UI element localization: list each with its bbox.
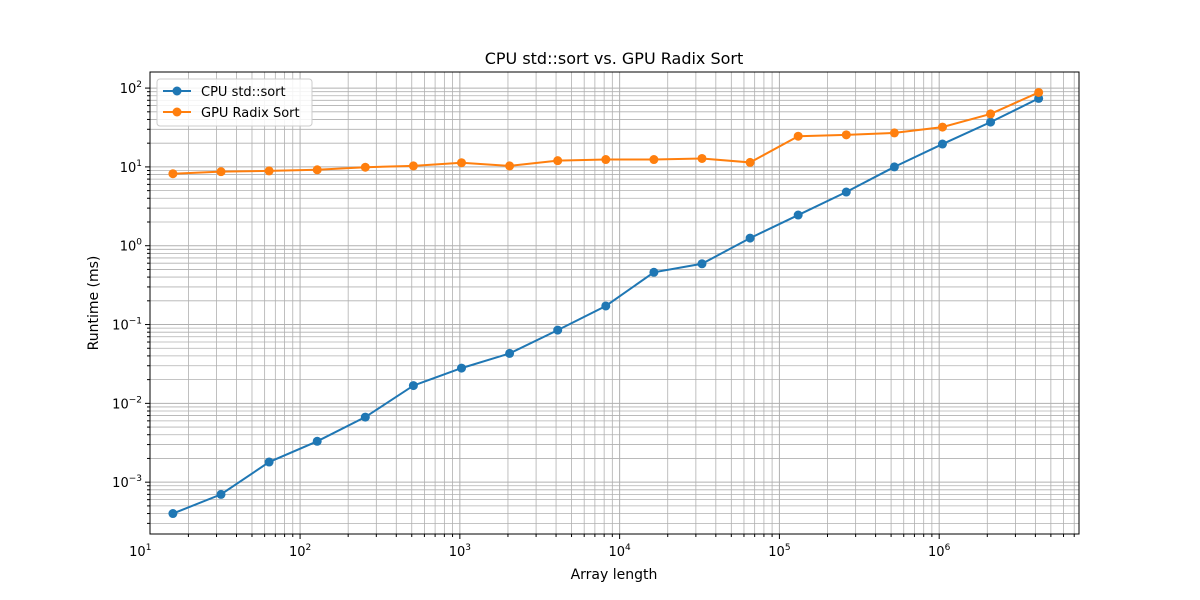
legend-label-cpu-std-sort: CPU std::sort (201, 85, 286, 100)
data-point-gpu-radix-sort (986, 109, 996, 119)
data-point-gpu-radix-sort (745, 157, 755, 167)
y-axis-label: Runtime (ms) (86, 256, 102, 351)
data-point-cpu-std-sort (649, 267, 659, 277)
data-point-gpu-radix-sort (1034, 87, 1044, 97)
data-point-gpu-radix-sort (360, 162, 370, 172)
data-point-gpu-radix-sort (553, 156, 563, 166)
data-point-gpu-radix-sort (697, 153, 707, 163)
data-point-gpu-radix-sort (264, 166, 274, 176)
data-point-gpu-radix-sort (312, 165, 322, 175)
data-point-cpu-std-sort (360, 412, 370, 422)
data-point-cpu-std-sort (312, 436, 322, 446)
x-axis-label: Array length (571, 567, 658, 583)
data-point-cpu-std-sort (937, 139, 947, 149)
data-point-cpu-std-sort (601, 301, 611, 311)
legend-label-gpu-radix-sort: GPU Radix Sort (201, 106, 300, 121)
axis-ticks: 101 102 103 104 105 106 10−3 10−2 10−1 100 101 102 (112, 80, 1075, 560)
data-point-gpu-radix-sort (408, 161, 418, 171)
data-point-gpu-radix-sort (505, 161, 515, 171)
data-point-cpu-std-sort (457, 363, 467, 373)
data-point-gpu-radix-sort (889, 128, 899, 138)
data-point-cpu-std-sort (697, 259, 707, 269)
data-point-cpu-std-sort (745, 233, 755, 243)
x-tick-label: 104 (608, 543, 631, 560)
data-point-gpu-radix-sort (841, 130, 851, 140)
data-point-cpu-std-sort (505, 348, 515, 358)
x-tick-label: 105 (768, 543, 790, 560)
data-point-gpu-radix-sort (216, 167, 226, 177)
data-point-gpu-radix-sort (168, 169, 178, 179)
data-point-cpu-std-sort (841, 187, 851, 197)
data-point-cpu-std-sort (168, 509, 178, 519)
data-point-cpu-std-sort (264, 457, 274, 467)
y-tick-label: 100 (120, 238, 143, 255)
y-tick-label: 10−1 (112, 317, 142, 334)
data-point-gpu-radix-sort (457, 158, 467, 168)
chart-title: CPU std::sort vs. GPU Radix Sort (485, 49, 744, 68)
legend-box (156, 78, 313, 127)
data-point-cpu-std-sort (793, 210, 803, 220)
legend-marker-cpu-std-sort (172, 86, 182, 96)
x-tick-label: 101 (129, 543, 151, 560)
x-tick-label: 106 (928, 543, 951, 560)
data-point-gpu-radix-sort (601, 155, 611, 165)
data-point-gpu-radix-sort (649, 155, 659, 165)
data-point-cpu-std-sort (553, 325, 563, 335)
y-tick-label: 101 (120, 159, 142, 176)
data-point-gpu-radix-sort (937, 122, 947, 132)
y-tick-label: 102 (120, 80, 142, 97)
data-point-cpu-std-sort (408, 381, 418, 391)
data-point-gpu-radix-sort (793, 131, 803, 141)
legend-marker-gpu-radix-sort (172, 107, 182, 117)
y-tick-label: 10−2 (112, 395, 142, 412)
y-tick-label: 10−3 (112, 474, 142, 491)
x-tick-label: 103 (449, 543, 471, 560)
series-layer (168, 87, 1044, 519)
data-point-cpu-std-sort (986, 117, 996, 127)
plot-frame (149, 71, 1080, 535)
data-point-cpu-std-sort (216, 489, 226, 499)
x-tick-label: 102 (289, 543, 311, 560)
data-point-cpu-std-sort (889, 162, 899, 172)
